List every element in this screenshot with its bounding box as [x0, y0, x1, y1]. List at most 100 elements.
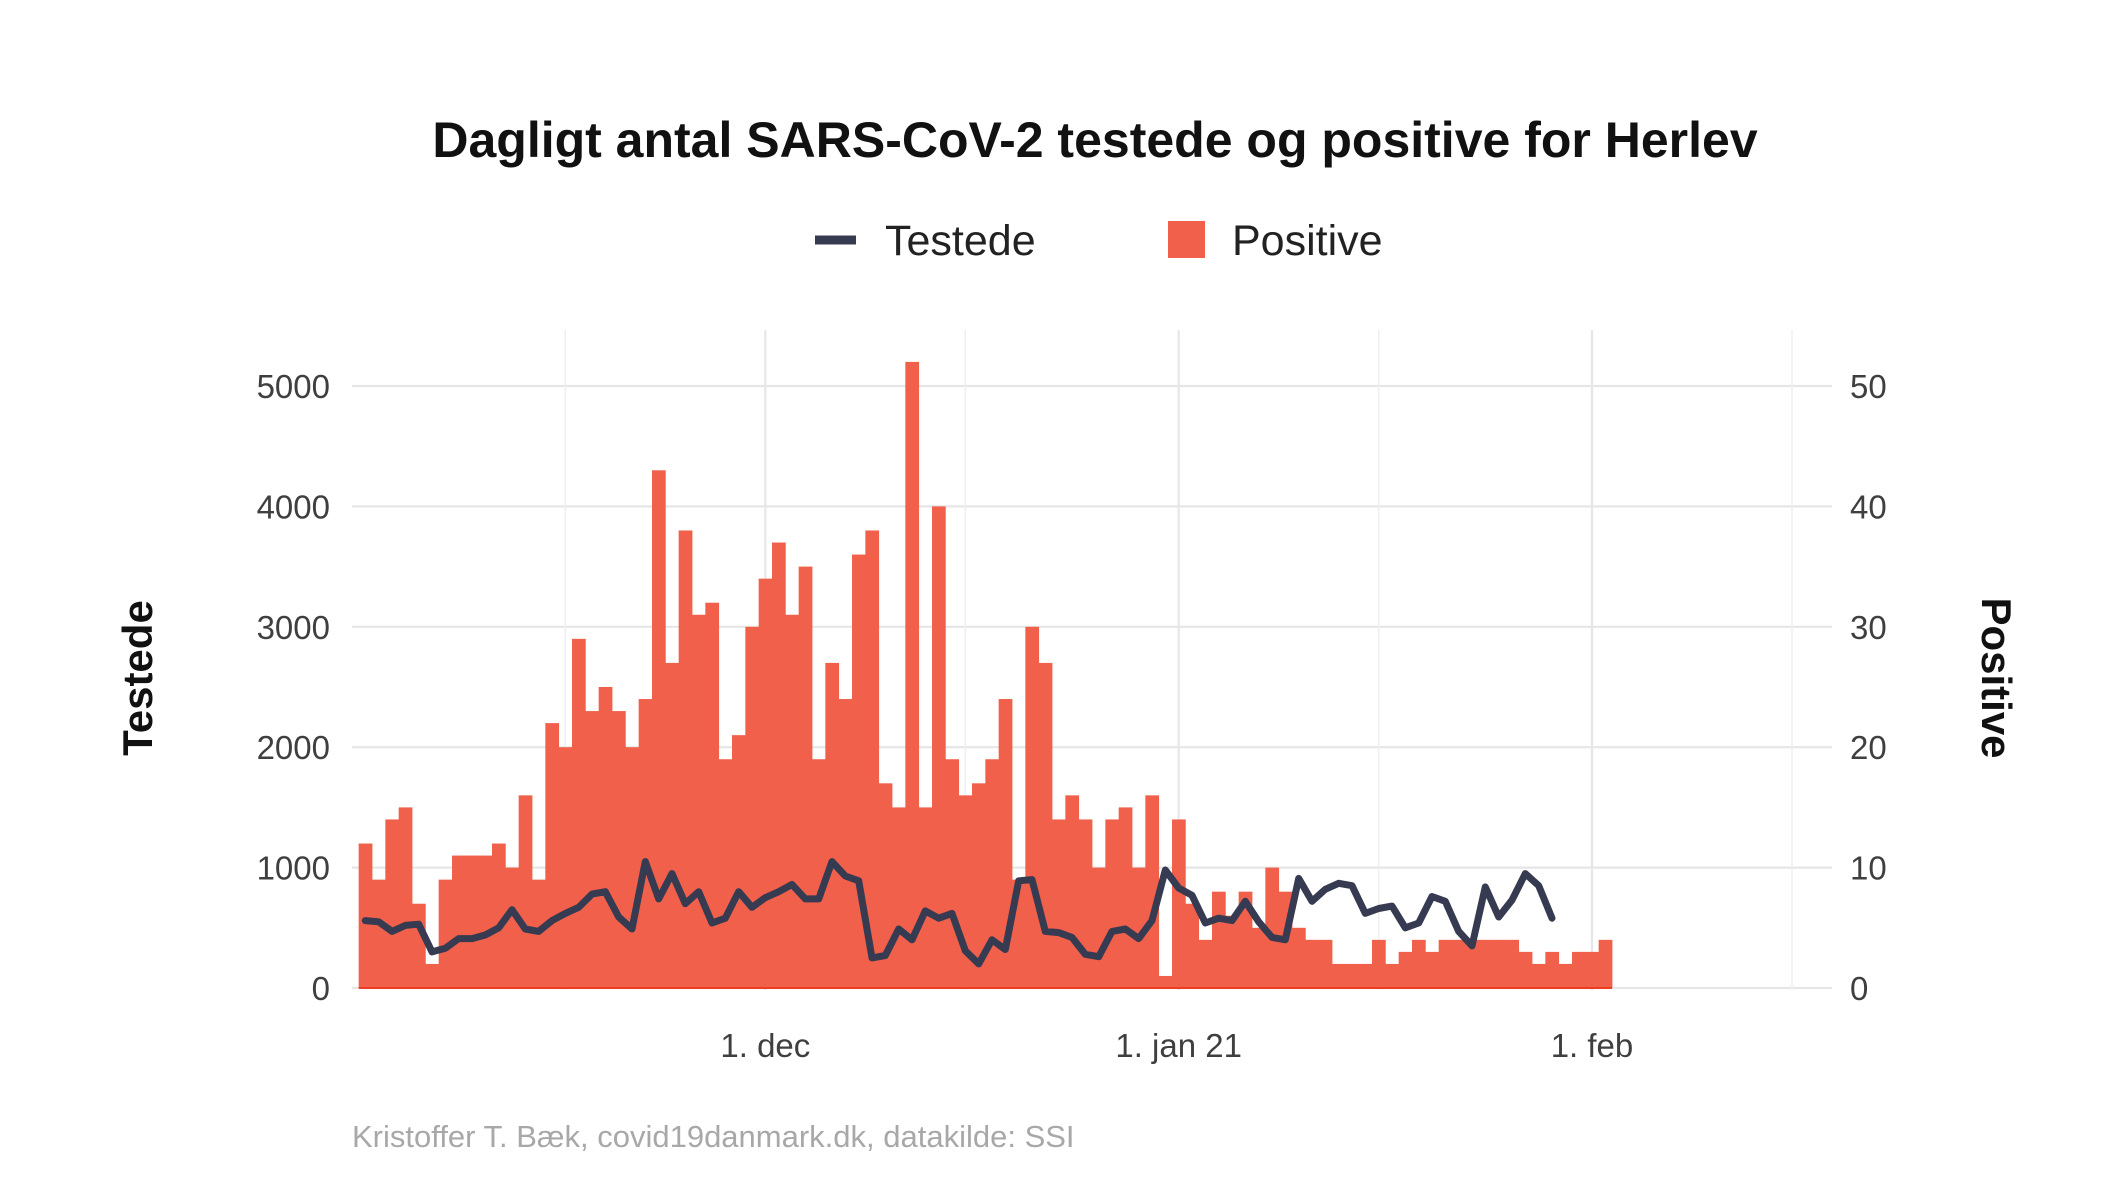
positive-bar: [412, 903, 426, 988]
positive-bar: [638, 699, 653, 988]
positive-bar: [1425, 951, 1440, 988]
positive-bar: [812, 759, 826, 988]
positive-bar: [1078, 819, 1093, 988]
x-tick: 1. feb: [1551, 1027, 1634, 1064]
positive-bar: [1172, 819, 1186, 988]
positive-bar: [1572, 951, 1586, 988]
positive-bar: [1265, 867, 1280, 988]
positive-bar: [1358, 963, 1373, 988]
y-tick-right: 50: [1850, 368, 1887, 405]
positive-bar: [732, 735, 746, 988]
positive-bar: [678, 530, 693, 988]
positive-bar: [878, 783, 893, 988]
positive-bar: [1118, 807, 1133, 988]
positive-bar: [1465, 939, 1480, 988]
y-axis-title-left: Testede: [114, 600, 161, 756]
positive-bar: [518, 795, 533, 988]
positive-bar: [705, 602, 720, 988]
positive-bar: [665, 662, 680, 988]
positive-bar: [865, 530, 880, 988]
positive-bar: [1185, 903, 1200, 988]
y-tick-left: 3000: [257, 609, 330, 646]
caption: Kristoffer T. Bæk, covid19danmark.dk, da…: [352, 1119, 1075, 1154]
y-tick-right: 10: [1850, 850, 1887, 887]
positive-bar: [505, 867, 520, 988]
positive-bar: [838, 699, 853, 988]
positive-bar: [1398, 951, 1413, 988]
positive-bar: [798, 566, 813, 988]
positive-bar: [1025, 626, 1040, 988]
legend: Testede Positive: [815, 217, 1383, 265]
positive-bar: [1385, 963, 1400, 988]
positive-bar: [558, 747, 573, 988]
positive-bar: [1292, 927, 1306, 988]
positive-bar: [652, 470, 666, 988]
positive-bar: [1212, 891, 1226, 988]
positive-bar: [1518, 951, 1533, 988]
positive-bar: [1198, 939, 1213, 988]
legend-swatch-positive: [1168, 221, 1205, 258]
positive-bar: [545, 723, 560, 988]
positive-bar: [1052, 819, 1066, 988]
positive-bars: [358, 361, 1613, 989]
positive-bar: [612, 711, 626, 988]
positive-bar: [718, 759, 733, 988]
y-tick-right: 20: [1850, 729, 1887, 766]
positive-bar: [972, 783, 986, 988]
positive-bar: [1038, 662, 1053, 988]
y-axis-title-right: Positive: [1973, 597, 2020, 758]
legend-label-testede: Testede: [885, 217, 1036, 265]
positive-bar: [478, 855, 493, 988]
positive-bar: [1545, 951, 1560, 988]
positive-bar: [1452, 939, 1466, 988]
y-tick-right: 0: [1850, 970, 1868, 1007]
positive-bar: [1598, 939, 1613, 988]
positive-bar: [892, 807, 906, 988]
positive-bar: [1132, 867, 1146, 988]
positive-bar: [1585, 951, 1600, 988]
positive-bar: [932, 506, 946, 988]
positive-bar: [1332, 963, 1346, 988]
positive-bar: [1558, 963, 1573, 988]
positive-bar: [1065, 795, 1080, 988]
positive-bar: [758, 578, 773, 988]
positive-bar: [1532, 963, 1546, 988]
positive-bar: [1372, 939, 1386, 988]
x-tick: 1. dec: [720, 1027, 810, 1064]
positive-bar: [1412, 939, 1426, 988]
y-tick-left: 4000: [257, 488, 330, 525]
positive-bar: [1238, 891, 1253, 988]
positive-bar: [452, 855, 466, 988]
positive-bar: [465, 855, 480, 988]
y-tick-right: 40: [1850, 488, 1887, 525]
positive-bar: [1345, 963, 1360, 988]
positive-bar: [785, 614, 800, 988]
positive-bar: [692, 614, 706, 988]
positive-bar: [1505, 939, 1520, 988]
positive-bar: [745, 626, 760, 988]
positive-bar: [438, 879, 453, 988]
legend-label-positive: Positive: [1232, 217, 1383, 265]
positive-bar: [1318, 939, 1333, 988]
positive-bar: [1438, 939, 1453, 988]
positive-bar: [1225, 915, 1240, 988]
y-tick-left: 5000: [257, 368, 330, 405]
positive-bar: [772, 542, 786, 988]
y-tick-left: 0: [312, 970, 330, 1007]
y-tick-left: 1000: [257, 850, 330, 887]
y-tick-left: 2000: [257, 729, 330, 766]
positive-bar: [918, 807, 933, 988]
positive-bar: [1158, 975, 1173, 988]
x-tick: 1. jan 21: [1115, 1027, 1242, 1064]
axis-ticks: 0 0 1000 10 2000 20 3000 30 4000 40 5000 50 1. dec 1.…: [257, 368, 1887, 1064]
testede-line: [361, 858, 1556, 968]
positive-bar: [1145, 795, 1160, 988]
positive-bar: [585, 711, 600, 988]
positive-bar: [1305, 939, 1320, 988]
positive-bar: [625, 747, 640, 988]
positive-bar: [985, 759, 1000, 988]
positive-bar: [905, 361, 920, 988]
positive-bar: [1105, 819, 1120, 988]
positive-bar: [1092, 867, 1106, 988]
